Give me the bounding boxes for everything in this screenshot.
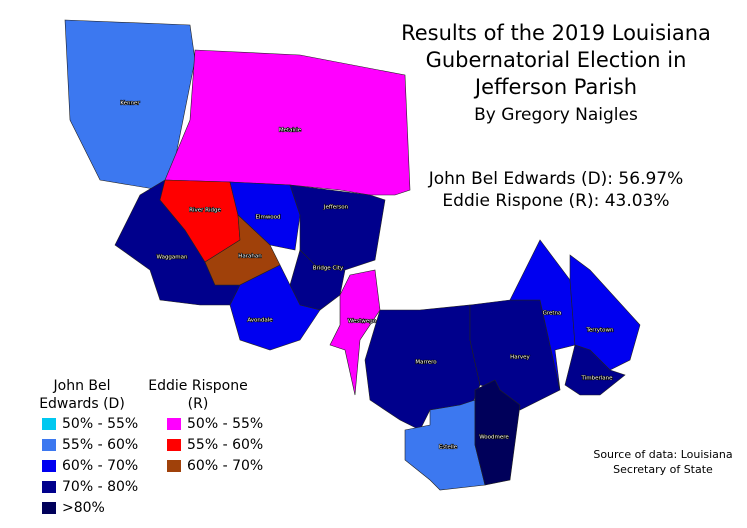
source: Secretary of State: [613, 463, 713, 476]
place-label: Terrytown: [586, 328, 615, 334]
legend-swatch: [42, 502, 56, 514]
result: Eddie Rispone (R): 43.03%: [442, 191, 669, 211]
place-label: Jefferson: [323, 205, 349, 211]
place-label: Bridge City: [313, 266, 344, 272]
region: [204, 214, 281, 286]
legend-label: 50% - 55%: [62, 416, 138, 432]
title-line: Results of the 2019 Louisiana: [401, 21, 711, 45]
legend-heading: John Bel: [53, 378, 111, 394]
region: [329, 269, 381, 396]
legend-label: 55% - 60%: [187, 437, 263, 453]
legend-swatch: [42, 481, 56, 493]
title-line: Jefferson Parish: [473, 75, 637, 99]
region: [509, 239, 576, 391]
place-label: Westwego: [348, 319, 377, 325]
legend-label: 55% - 60%: [62, 437, 138, 453]
place-label: Harahan: [238, 254, 262, 260]
place-label: Marrero: [415, 360, 437, 366]
place-label: River Ridge: [189, 208, 221, 214]
place-label: Elmwood: [255, 215, 280, 221]
legend-heading: Eddie Rispone: [148, 378, 247, 394]
result: John Bel Edwards (D): 56.97%: [428, 169, 684, 189]
place-label: Metairie: [279, 128, 302, 134]
source: Source of data: Louisiana: [593, 448, 732, 461]
legend-label: 60% - 70%: [62, 458, 138, 474]
regions: [64, 19, 641, 491]
legend-swatch: [167, 439, 181, 451]
legend-label: 50% - 55%: [187, 416, 263, 432]
place-labels: Kenner Metairie River Ridge Harahan Elmw…: [120, 100, 615, 451]
place-label: Avondale: [247, 318, 273, 324]
place-label: Waggaman: [156, 255, 188, 261]
legend-swatch: [167, 418, 181, 430]
region: [474, 379, 521, 486]
title-line: Gubernatorial Election in: [426, 48, 687, 72]
place-label: Kenner: [120, 101, 140, 107]
place-label: Woodmere: [479, 435, 509, 441]
place-label: Harvey: [510, 355, 530, 361]
legend-heading: Edwards (D): [39, 396, 125, 412]
legend-label: 60% - 70%: [187, 458, 263, 474]
region: [164, 49, 411, 196]
place-label: Timberlane: [581, 376, 614, 382]
legend-label: >80%: [62, 500, 105, 516]
legend-label: 70% - 80%: [62, 479, 138, 495]
region: [564, 344, 626, 396]
place-label: Gretna: [543, 311, 562, 317]
legend-swatch: [42, 460, 56, 472]
legend-swatch: [42, 418, 56, 430]
region: [229, 264, 321, 351]
legend-heading: (R): [188, 396, 209, 412]
place-label: Estelle: [439, 445, 458, 451]
legend-swatch: [42, 439, 56, 451]
legend-swatch: [167, 460, 181, 472]
legend: 50% - 55% 55% - 60% 60% - 70% 70% - 80% >80%…: [42, 416, 263, 516]
author: By Gregory Naigles: [474, 105, 638, 125]
